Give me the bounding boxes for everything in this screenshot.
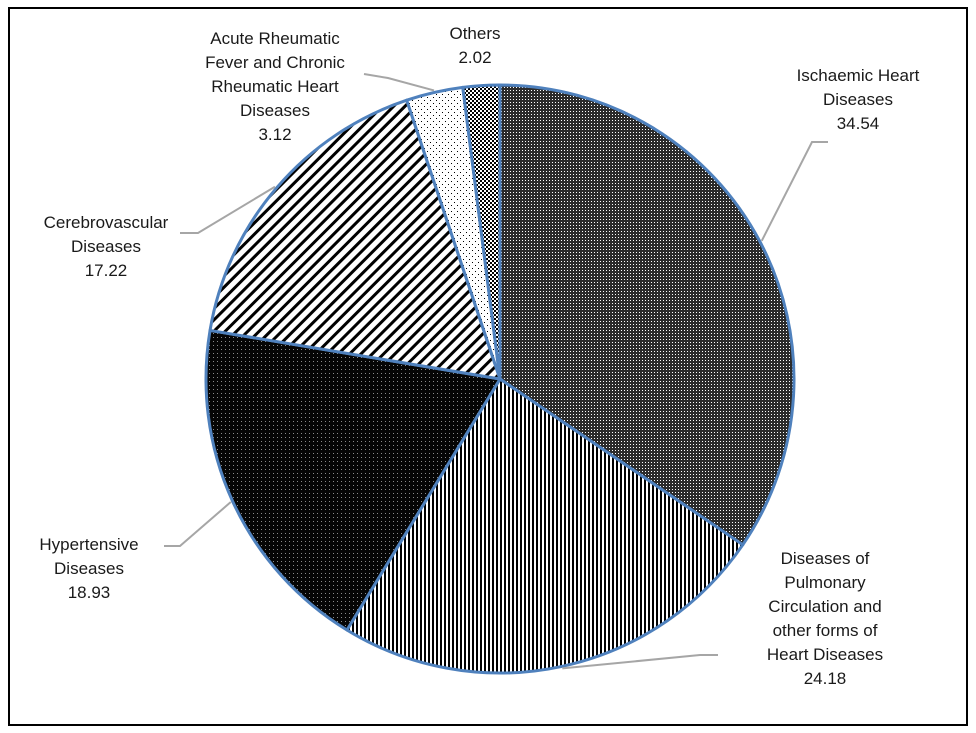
- data-label-category-line: Hypertensive: [39, 535, 139, 554]
- leader-line-acute-rheumatic-fever-and-chronic-rheumatic-heart-diseases: [363, 73, 435, 92]
- pie-slice-others: [461, 83, 502, 381]
- data-label-category-line: Circulation and: [768, 597, 882, 616]
- data-label-category-line: Diseases: [54, 559, 124, 578]
- data-label-value: 3.12: [258, 125, 292, 144]
- data-label-category-line: Diseases: [823, 90, 893, 109]
- data-label-category-line: Pulmonary: [784, 573, 866, 592]
- pie-slice-ischaemic-heart-diseases: [498, 83, 796, 547]
- data-label-category-line: Acute Rheumatic: [210, 29, 340, 48]
- leader-line-hypertensive-diseases: [164, 501, 232, 547]
- data-label-category-line: Ischaemic Heart: [796, 66, 920, 85]
- leader-line-cerebrovascular-diseases: [180, 185, 276, 234]
- data-label-category-line: Diseases: [71, 237, 141, 256]
- data-label-category-line: Diseases: [240, 101, 310, 120]
- data-label-category-line: Heart Diseases: [766, 645, 884, 664]
- data-label-value: 18.93: [67, 583, 111, 602]
- data-label-acute-rheumatic-fever-and-chronic-rheumatic-heart-diseases: Acute Rheumatic Fever and Chronic Rheumati…: [170, 27, 380, 147]
- data-label-value: 34.54: [836, 114, 880, 133]
- data-label-category-line: Diseases of: [780, 549, 870, 568]
- leader-line-ischaemic-heart-diseases: [760, 141, 828, 242]
- data-label-category-line: other forms of: [772, 621, 878, 640]
- pie-slice-cerebrovascular-diseases: [208, 98, 502, 381]
- data-label-category-line: Rheumatic Heart: [211, 77, 339, 96]
- data-label-value: 2.02: [458, 48, 492, 67]
- data-label-category-line: Fever and Chronic: [205, 53, 345, 72]
- data-label-category-line: Others: [449, 24, 501, 43]
- pie-slice-hypertensive-diseases: [204, 328, 502, 632]
- leader-line-diseases-of-pulmonary-circulation-and-other-forms-of-heart-diseases: [562, 654, 718, 670]
- data-label-diseases-of-pulmonary-circulation-and-other-forms-of-heart-diseases: Diseases of Pulmonary Circulation and other…: [725, 547, 925, 691]
- data-label-others: Others 2.02: [420, 22, 530, 70]
- data-label-value: 17.22: [84, 261, 128, 280]
- data-label-cerebrovascular-diseases: Cerebrovascular Diseases 17.22: [8, 211, 204, 283]
- data-label-hypertensive-diseases: Hypertensive Diseases 18.93: [14, 533, 164, 605]
- data-label-value: 24.18: [803, 669, 847, 688]
- data-label-category-line: Cerebrovascular: [43, 213, 169, 232]
- data-label-ischaemic-heart-diseases: Ischaemic Heart Diseases 34.54: [768, 64, 948, 136]
- pie-slice-diseases-of-pulmonary-circulation-and-other-forms-of-heart-diseases: [345, 377, 745, 675]
